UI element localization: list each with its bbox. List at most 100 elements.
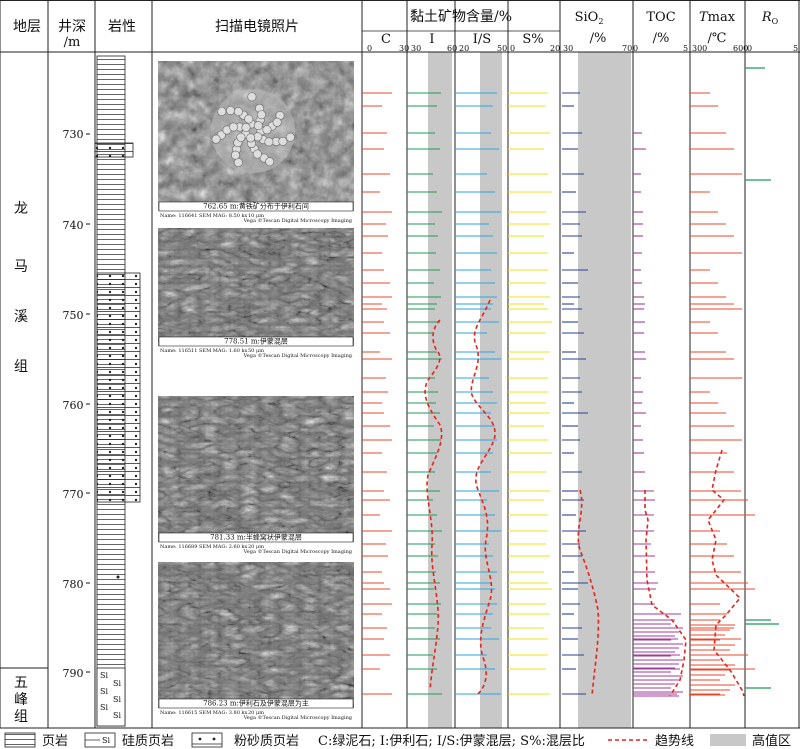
series-s — [508, 92, 552, 695]
pyrite-crystal — [244, 114, 254, 124]
legend-high-label: 高值区 — [752, 733, 791, 749]
ro-header: RO — [761, 10, 779, 26]
legend-silty: 粉砂质页岩 — [191, 732, 299, 749]
sem-caption: 781.33 m:半蜂窝状伊蒙混层 — [210, 533, 302, 542]
pyrite-crystal — [217, 106, 227, 116]
scale-sio2-max: 70 — [622, 44, 632, 53]
clay-col-c: C — [381, 32, 391, 47]
scale-toc-max: 5 — [683, 44, 688, 53]
lithology-header: 岩性 — [108, 19, 136, 35]
stratum-header: 地层 — [13, 19, 41, 35]
pyrite-crystal — [236, 132, 246, 142]
legend-shale-label: 页岩 — [42, 734, 68, 749]
pyrite-crystal — [247, 92, 257, 102]
sem-caption: 762.65 m:黄铁矿分布于伊利石间 — [203, 202, 309, 211]
strata-char: 五 — [14, 675, 28, 691]
sem-meta-scale: 50 μm — [248, 348, 264, 354]
pyrite-crystal — [211, 134, 221, 144]
sem-meta-vendor: Vega ©Tescan Digital Microscopy Imaging — [243, 352, 353, 359]
depth-tick: 740 — [63, 219, 84, 232]
high-band-sio2 — [578, 52, 631, 728]
silt-dot — [116, 575, 120, 579]
series-toc — [633, 132, 683, 697]
legend-siliceous: Si 硅质页岩 — [84, 732, 174, 749]
scale-sio2-min: 30 — [563, 44, 573, 53]
sem-image-texture — [158, 228, 354, 346]
legend-siliceous-label: 硅质页岩 — [122, 734, 174, 749]
strata-char: 峰 — [14, 692, 28, 708]
scale-i-min: 30 — [411, 44, 421, 53]
sem-meta-scale: 20 μm — [248, 710, 264, 716]
sem-photo: 778.51 m:伊蒙混层 Name: 116511 SEM MAG: 1.60 … — [158, 228, 354, 360]
series-sio2 — [562, 92, 588, 695]
clay-col-i: I — [429, 32, 434, 47]
depth-unit: /m — [64, 35, 81, 50]
legend-high: 高值区 — [710, 733, 791, 749]
sem-meta-scale: 10 μm — [248, 213, 264, 219]
pyrite-crystal — [265, 157, 275, 167]
pyrite-crystal — [233, 158, 243, 168]
scale-s-min: 0 — [510, 44, 515, 53]
tmax-unit: /℃ — [708, 31, 727, 46]
pyrite-crystal — [272, 117, 282, 127]
header-row: 地层 井深 /m 岩性 扫描电镜照片 黏土矿物含量/% C I I/S S% S… — [13, 9, 779, 50]
sem-caption-bar — [158, 211, 354, 225]
depth-tick: 760 — [63, 399, 84, 412]
pyrite-crystal — [241, 122, 251, 132]
sem-caption-box — [158, 201, 354, 212]
silty-shale-section — [96, 272, 141, 503]
strata-char: 溪 — [14, 309, 28, 325]
sem-caption-box — [158, 698, 354, 709]
si-mark: Si — [100, 687, 108, 696]
depth-header: 井深 — [58, 19, 86, 35]
sem-image-texture — [158, 396, 354, 542]
series-ro — [745, 67, 779, 689]
pyrite-crystal — [233, 107, 243, 117]
legend-abbrev: C:绿泥石; I:伊利石; I/S:伊蒙混层; S%:混层比 — [318, 734, 585, 749]
trend-tmax — [707, 449, 745, 697]
scale-ro-max: 5 — [793, 44, 798, 53]
depth-tick: 790 — [63, 667, 84, 680]
si-mark: Si — [113, 695, 121, 704]
sem-caption-box — [158, 336, 354, 347]
siliceous-marks: Si Si Si Si Si Si — [100, 671, 121, 720]
trend-sio2 — [577, 489, 600, 697]
sem-caption-box — [158, 532, 354, 543]
strata-wufeng: 五 峰 组 — [14, 675, 28, 725]
legend: 页岩 Si 硅质页岩 粉砂质页岩 C:绿泥石; I:伊利石; I/S:伊蒙混层;… — [4, 732, 791, 749]
legend-si-mark: Si — [102, 736, 110, 745]
sem-image-texture — [158, 562, 354, 708]
legend-trend: 趋势线 — [608, 733, 694, 749]
depth-tick: 770 — [63, 488, 84, 501]
strata-char: 马 — [14, 259, 28, 275]
sem-meta-vendor: Vega ©Tescan Digital Microscopy Imaging — [243, 714, 353, 721]
sem-meta-name: Name: 116689 SEM MAG: 2.60 kx — [160, 544, 248, 550]
sem-photos: 762.65 m:黄铁矿分布于伊利石间 Name: 116641 SEM MAG:… — [158, 61, 354, 722]
si-mark: Si — [113, 679, 121, 688]
clay-col-is: I/S — [473, 32, 491, 47]
sem-meta-vendor: Vega ©Tescan Digital Microscopy Imaging — [243, 548, 353, 555]
sem-photo: 762.65 m:黄铁矿分布于伊利石间 Name: 116641 SEM MAG:… — [158, 61, 354, 225]
trend-is — [470, 299, 496, 695]
pyrite-crystal — [278, 136, 288, 146]
series-c — [362, 92, 392, 695]
sem-meta-name: Name: 116615 SEM MAG: 3.80 kx — [160, 710, 248, 716]
scale-labels: 0 30 30 60 20 50 0 20 30 70 0 5 300 600 … — [367, 44, 798, 53]
sem-meta-name: Name: 116641 SEM MAG: 8.50 kx — [160, 213, 248, 219]
depth-tick: 730 — [63, 128, 84, 141]
sem-caption-bar — [158, 346, 354, 360]
scale-c-max: 30 — [399, 44, 409, 53]
scale-tmax-max: 600 — [733, 44, 748, 53]
sem-meta-name: Name: 116511 SEM MAG: 1.60 kx — [160, 348, 248, 354]
sem-meta-scale: 20 μm — [248, 544, 264, 550]
pyrite-crystal — [226, 106, 236, 116]
strata-char: 组 — [14, 709, 28, 725]
scale-is-max: 50 — [497, 44, 507, 53]
series-is — [455, 92, 501, 695]
sem-meta-vendor: Vega ©Tescan Digital Microscopy Imaging — [243, 217, 353, 224]
depth-tick: 750 — [63, 309, 84, 322]
toc-header: TOC — [646, 10, 675, 25]
scale-s-max: 20 — [550, 44, 560, 53]
legend-shale: 页岩 — [4, 732, 68, 749]
